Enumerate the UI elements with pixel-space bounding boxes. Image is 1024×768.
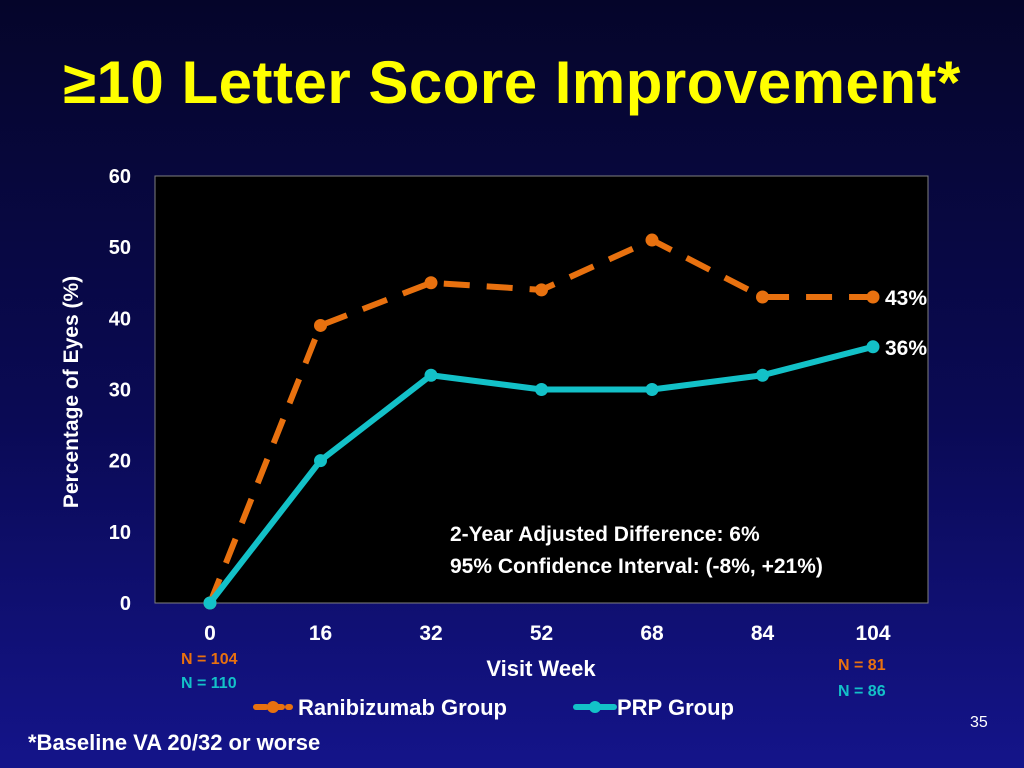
n-end-prp: N = 86 bbox=[838, 683, 886, 700]
data-point-ranibizumab bbox=[424, 276, 438, 290]
slide-number: 35 bbox=[970, 714, 988, 731]
data-point-prp bbox=[645, 383, 659, 396]
prp-end-label: 36% bbox=[885, 337, 927, 360]
y-tick-label: 50 bbox=[109, 237, 131, 259]
y-tick-label: 0 bbox=[120, 593, 131, 615]
ranibizumab-end-label: 43% bbox=[885, 287, 927, 310]
data-point-ranibizumab bbox=[645, 233, 659, 247]
x-axis-label: Visit Week bbox=[486, 656, 596, 681]
data-point-ranibizumab bbox=[314, 318, 327, 332]
n-start-ranibizumab: N = 104 bbox=[181, 651, 238, 668]
y-tick-label: 10 bbox=[109, 522, 131, 544]
data-point-prp bbox=[203, 596, 217, 610]
adjusted-difference-annotation: 2-Year Adjusted Difference: 6% bbox=[450, 523, 760, 546]
x-tick-label: 52 bbox=[530, 622, 553, 645]
n-start-prp: N = 110 bbox=[181, 675, 237, 692]
legend-label-prp: PRP Group bbox=[617, 695, 734, 720]
data-point-prp bbox=[424, 368, 438, 382]
footnote: *Baseline VA 20/32 or worse bbox=[28, 730, 321, 755]
x-tick-label: 84 bbox=[751, 622, 775, 645]
legend-marker-ranibizumab bbox=[267, 701, 279, 713]
data-point-ranibizumab bbox=[535, 283, 548, 297]
y-tick-label: 40 bbox=[109, 308, 131, 330]
data-point-ranibizumab bbox=[866, 290, 880, 304]
data-point-prp bbox=[535, 383, 548, 396]
x-tick-label: 32 bbox=[419, 622, 442, 645]
x-tick-label: 68 bbox=[640, 622, 664, 645]
data-point-prp bbox=[756, 368, 769, 382]
y-axis-label: Percentage of Eyes (%) bbox=[60, 276, 83, 508]
y-tick-label: 30 bbox=[109, 380, 131, 402]
legend-label-ranibizumab: Ranibizumab Group bbox=[298, 695, 507, 720]
n-end-ranibizumab: N = 81 bbox=[838, 657, 886, 674]
legend: Ranibizumab Group PRP Group bbox=[253, 695, 734, 720]
x-tick-label: 16 bbox=[309, 622, 332, 645]
x-tick-label: 104 bbox=[855, 622, 890, 645]
legend-marker-prp bbox=[589, 701, 601, 713]
data-point-prp bbox=[314, 454, 327, 468]
data-point-ranibizumab bbox=[756, 290, 769, 304]
y-tick-label: 20 bbox=[109, 451, 131, 473]
confidence-interval-annotation: 95% Confidence Interval: (-8%, +21%) bbox=[450, 555, 823, 578]
data-point-prp bbox=[866, 340, 880, 354]
x-tick-label: 0 bbox=[204, 622, 216, 645]
slide-title: ≥10 Letter Score Improvement* bbox=[63, 49, 961, 116]
y-tick-label: 60 bbox=[109, 166, 131, 188]
